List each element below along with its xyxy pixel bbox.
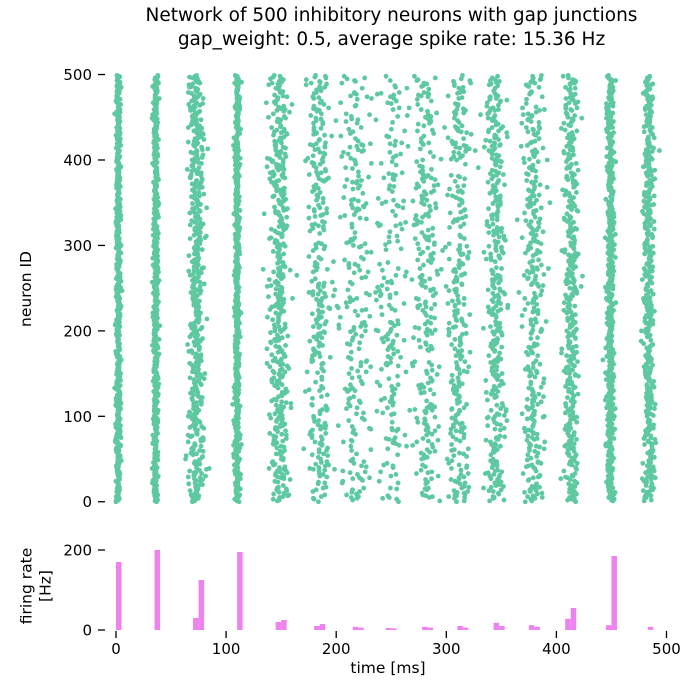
tick-label: 100	[212, 640, 241, 658]
tick-label: 100	[63, 408, 92, 426]
tick-label: 500	[63, 66, 92, 84]
tick-label: 0	[82, 493, 92, 511]
rate-y-axis-ticks: 0 200	[63, 542, 105, 640]
rate-y-axis-label-line2: [Hz]	[36, 570, 54, 602]
tick-label: 400	[63, 151, 92, 169]
tick-label: 0	[82, 622, 92, 640]
tick-label: 500	[652, 640, 681, 658]
tick-label: 200	[63, 542, 92, 560]
tick-label: 300	[432, 640, 461, 658]
time-x-axis-label: time [ms]	[350, 659, 426, 677]
tick-label: 400	[542, 640, 571, 658]
rate-y-axis-label: firing rate [Hz]	[17, 548, 54, 625]
rate-y-axis-label-line1: firing rate	[17, 547, 36, 625]
tick-label: 0	[111, 640, 121, 658]
time-x-axis-ticks: 0 100 200 300 400 500	[111, 631, 681, 658]
raster-y-axis-label: neuron ID	[17, 251, 35, 327]
raster-y-axis-ticks: 0 100 200 300 400 500	[63, 66, 105, 511]
tick-label: 300	[63, 237, 92, 255]
tick-label: 200	[322, 640, 351, 658]
tick-label: 200	[63, 322, 92, 340]
